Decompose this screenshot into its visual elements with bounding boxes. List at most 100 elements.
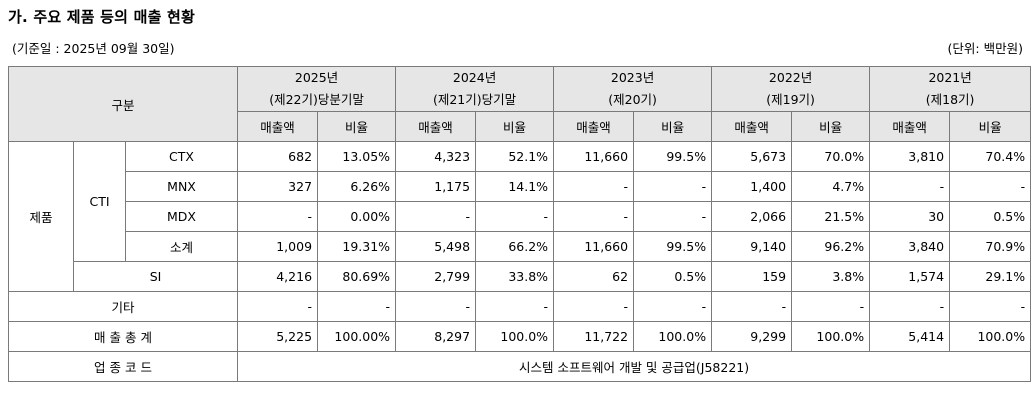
table-row-mnx: MNX 327 6.26% 1,175 14.1% - - 1,400 4.7%… — [9, 171, 1032, 202]
header-row-metrics: 매출액 비율 매출액 비율 매출액 비율 매출액 비율 매출액 비율 — [9, 111, 1032, 142]
cell-ratio: 100.0% — [949, 321, 1032, 352]
cell-ratio: 0.5% — [949, 201, 1032, 232]
cell-sales: 11,660 — [553, 141, 635, 172]
cell-sales: 4,323 — [395, 141, 477, 172]
row-label-mdx: MDX — [124, 201, 239, 232]
cell-sales: 9,140 — [711, 231, 793, 262]
cell-ratio: - — [317, 291, 397, 322]
cell-ratio: 29.1% — [949, 261, 1032, 292]
row-label-others: 기타 — [7, 291, 239, 322]
cell-ratio: 80.69% — [317, 261, 397, 292]
group-product: 제품 — [8, 141, 74, 292]
table-row-industry-code: 업 종 코 드 시스템 소프트웨어 개발 및 공급업(J58221) — [7, 351, 1032, 382]
cell-sales: 11,722 — [553, 321, 635, 352]
cell-sales: 1,175 — [395, 171, 477, 202]
cell-sales: - — [553, 291, 635, 322]
header-ratio: 비율 — [633, 111, 713, 142]
sales-table: 구분 2025년 (제22기)당분기말 2024년 (제21기)당기말 2023년(… — [7, 66, 1032, 382]
cell-sales: - — [237, 201, 319, 232]
cell-ratio: 6.26% — [317, 171, 397, 202]
cell-sales: 682 — [237, 141, 319, 172]
cell-ratio: 100.0% — [791, 321, 871, 352]
cell-sales: 1,400 — [711, 171, 793, 202]
row-label-ctx: CTX — [124, 141, 239, 172]
cell-ratio: - — [633, 291, 713, 322]
cell-sales: - — [553, 201, 635, 232]
page-title: 가. 주요 제품 등의 매출 현황 — [8, 8, 196, 26]
cell-sales: - — [395, 201, 477, 232]
table-row-si: SI 4,216 80.69% 2,799 33.8% 62 0.5% 159 … — [9, 261, 1032, 292]
header-ratio: 비율 — [791, 111, 871, 142]
cell-ratio: 70.0% — [791, 141, 871, 172]
table-row-others: 기타 - - - - - - - - - - — [7, 291, 1032, 322]
unit-note: (단위: 백만원) — [947, 41, 1023, 56]
header-sales: 매출액 — [869, 111, 951, 142]
table-row-subtotal: 소계 1,009 19.31% 5,498 66.2% 11,660 99.5%… — [9, 231, 1032, 262]
reference-date: (기준일 : 2025년 09월 30일) — [12, 41, 175, 56]
cell-ratio: 13.05% — [317, 141, 397, 172]
row-label-total: 매 출 총 계 — [7, 321, 239, 352]
header-sales: 매출액 — [553, 111, 635, 142]
cell-ratio: 0.5% — [633, 261, 713, 292]
cell-ratio: 99.5% — [633, 141, 713, 172]
cell-ratio: 100.0% — [633, 321, 713, 352]
industry-code-value: 시스템 소프트웨어 개발 및 공급업(J58221) — [237, 351, 1032, 382]
header-ratio: 비율 — [317, 111, 397, 142]
cell-sales: 5,673 — [711, 141, 793, 172]
header-period-2024: 2024년 (제21기)당기말 — [395, 66, 555, 112]
cell-sales: 3,840 — [869, 231, 951, 262]
cell-ratio: - — [949, 291, 1032, 322]
cell-ratio: - — [633, 201, 713, 232]
cell-sales: - — [869, 171, 951, 202]
row-label-si: SI — [72, 261, 239, 292]
cell-sales: - — [869, 291, 951, 322]
cell-sales: 1,009 — [237, 231, 319, 262]
cell-ratio: 52.1% — [475, 141, 555, 172]
cell-sales: 9,299 — [711, 321, 793, 352]
header-sales: 매출액 — [395, 111, 477, 142]
cell-ratio: - — [791, 291, 871, 322]
cell-ratio: 3.8% — [791, 261, 871, 292]
cell-sales: 2,066 — [711, 201, 793, 232]
header-ratio: 비율 — [475, 111, 555, 142]
header-period-2025: 2025년 (제22기)당분기말 — [237, 66, 397, 112]
cell-ratio: 100.0% — [475, 321, 555, 352]
header-sales: 매출액 — [711, 111, 793, 142]
cell-ratio: - — [475, 201, 555, 232]
header-period-2023: 2023년 (제20기) — [553, 66, 713, 112]
header-ratio: 비율 — [949, 111, 1032, 142]
cell-sales: 3,810 — [869, 141, 951, 172]
table-row-mdx: MDX - 0.00% - - - - 2,066 21.5% 30 0.5% — [9, 201, 1032, 232]
cell-ratio: 21.5% — [791, 201, 871, 232]
header-period-2021: 2021년 (제18기) — [869, 66, 1032, 112]
cell-ratio: 14.1% — [475, 171, 555, 202]
table-row-total: 매 출 총 계 5,225 100.00% 8,297 100.0% 11,72… — [7, 321, 1032, 352]
cell-ratio: 96.2% — [791, 231, 871, 262]
cell-ratio: 19.31% — [317, 231, 397, 262]
group-cti: CTI — [73, 141, 126, 262]
cell-ratio: 70.9% — [949, 231, 1032, 262]
cell-sales: 62 — [553, 261, 635, 292]
cell-ratio: 100.00% — [317, 321, 397, 352]
cell-ratio: - — [475, 291, 555, 322]
cell-sales: - — [395, 291, 477, 322]
cell-sales: 11,660 — [553, 231, 635, 262]
row-label-subtotal: 소계 — [124, 231, 239, 262]
cell-sales: 5,498 — [395, 231, 477, 262]
cell-sales: - — [553, 171, 635, 202]
table-row-ctx: 제품 CTI CTX 682 13.05% 4,323 52.1% 11,660… — [8, 141, 1032, 292]
cell-ratio: 66.2% — [475, 231, 555, 262]
cell-sales: 2,799 — [395, 261, 477, 292]
cell-sales: 5,225 — [237, 321, 319, 352]
header-row-periods: 구분 2025년 (제22기)당분기말 2024년 (제21기)당기말 2023년(… — [7, 66, 1032, 142]
cell-sales: 5,414 — [869, 321, 951, 352]
cell-ratio: - — [633, 171, 713, 202]
cell-sales: 1,574 — [869, 261, 951, 292]
header-sales: 매출액 — [237, 111, 319, 142]
cell-sales: 159 — [711, 261, 793, 292]
cell-sales: - — [237, 291, 319, 322]
row-label-mnx: MNX — [124, 171, 239, 202]
header-category: 구분 — [7, 66, 239, 142]
cell-sales: 30 — [869, 201, 951, 232]
cell-sales: 327 — [237, 171, 319, 202]
